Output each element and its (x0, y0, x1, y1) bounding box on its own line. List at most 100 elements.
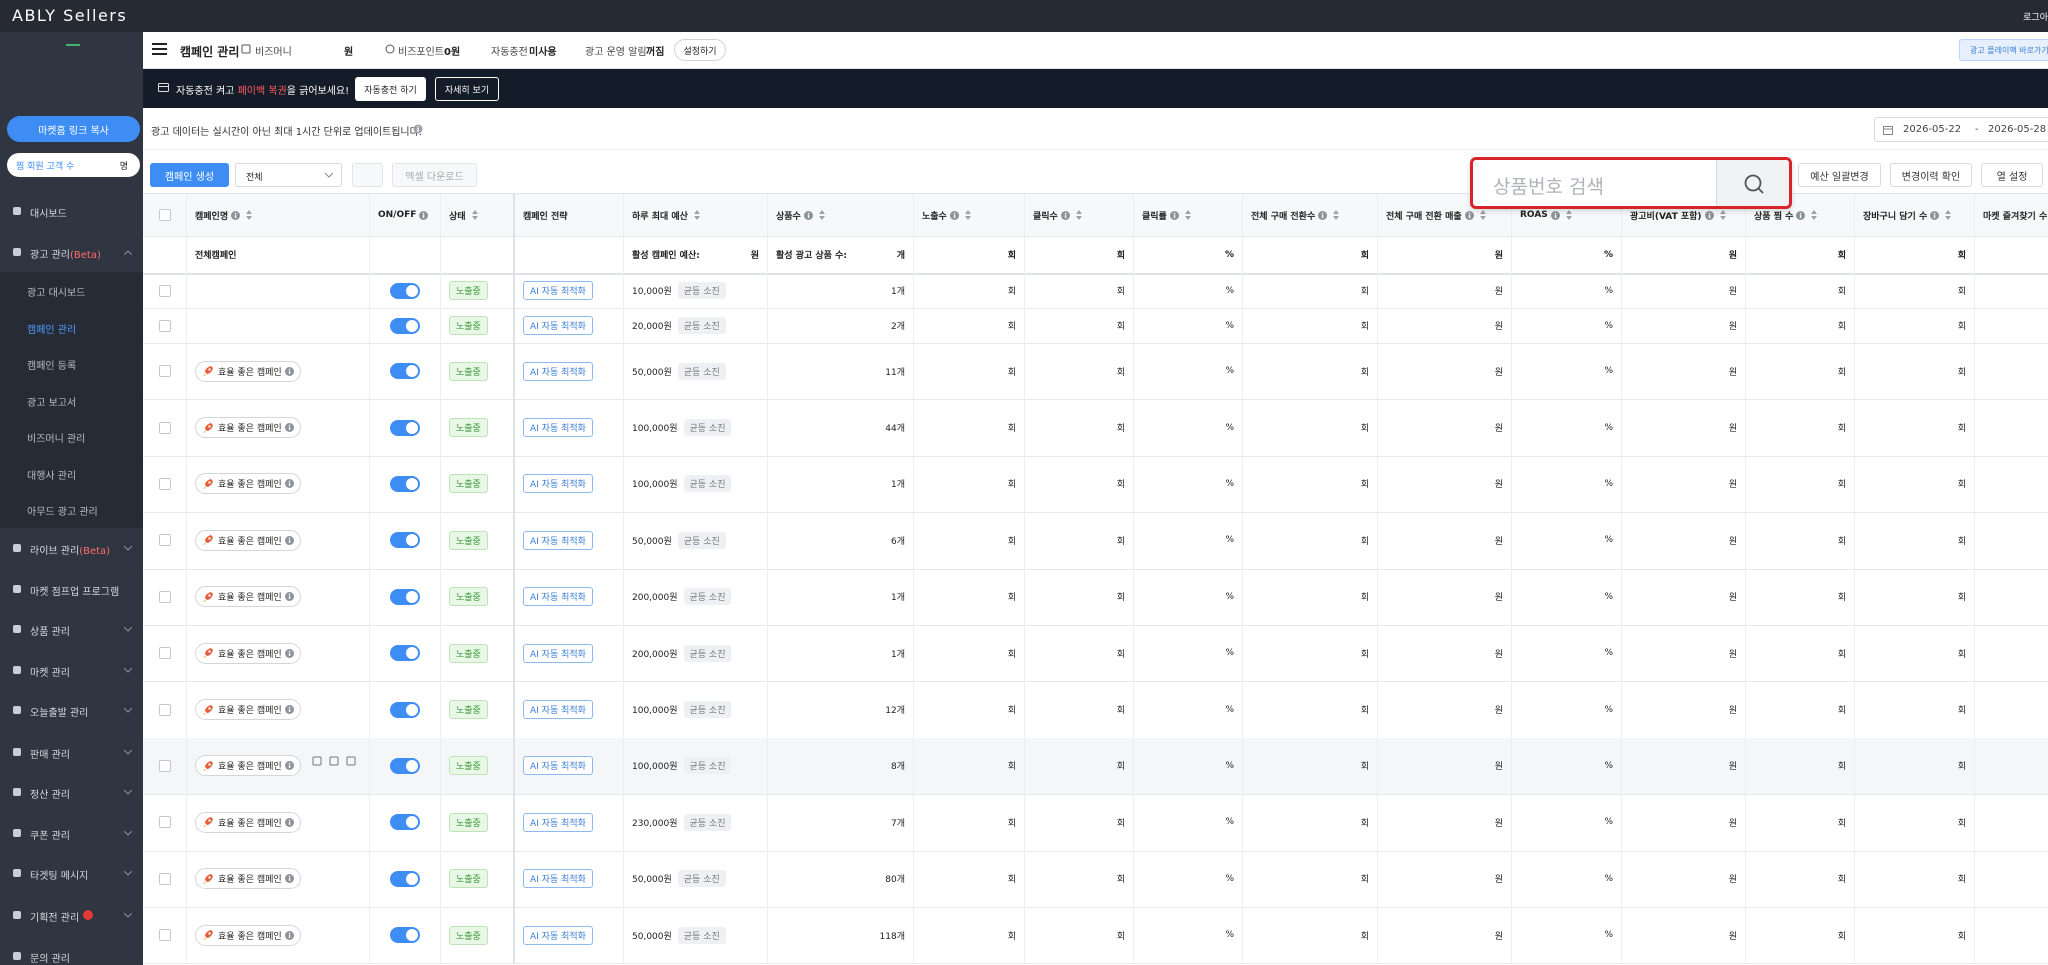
checkbox[interactable] (158, 209, 171, 221)
campaign-name-pill[interactable]: 효율 좋은 캠페인 (195, 755, 301, 777)
table-cell: 원 (1378, 625, 1512, 682)
detail-button[interactable]: 자세히 보기 (435, 77, 499, 101)
menu-item[interactable]: 기획전 관리 (0, 906, 143, 924)
new-badge (83, 910, 93, 920)
checkbox[interactable] (158, 872, 171, 885)
on-off-toggle[interactable] (390, 282, 420, 299)
submenu-item[interactable]: 캠페인 등록 (27, 361, 77, 372)
checkbox[interactable] (158, 534, 171, 547)
submenu-item[interactable]: 비즈머니 관리 (27, 434, 86, 445)
logout-link[interactable]: 로그아 (2023, 13, 2048, 23)
on-off-toggle[interactable] (390, 645, 420, 662)
table-cell (187, 308, 370, 343)
table-cell: 회 (1243, 308, 1378, 343)
column-header[interactable]: 클릭률 (1142, 211, 1167, 222)
on-off-toggle[interactable] (390, 532, 420, 549)
product-count: 1개 (890, 287, 905, 297)
column-header[interactable]: 노출수 (922, 211, 947, 222)
campaign-name-pill[interactable]: 효율 좋은 캠페인 (195, 868, 301, 890)
on-off-toggle[interactable] (390, 870, 420, 887)
menu-item[interactable]: 마켓 점프업 프로그램 (0, 580, 143, 598)
on-off-toggle[interactable] (390, 363, 420, 380)
menu-icon[interactable] (152, 43, 167, 56)
menu-item[interactable]: 판매 관리 (0, 743, 143, 761)
column-header[interactable]: 상품 찜 수 (1754, 211, 1794, 222)
column-settings-button[interactable]: 열 설정 (1981, 163, 2043, 187)
campaign-name-pill[interactable]: 효율 좋은 캠페인 (195, 811, 301, 833)
info-icon[interactable] (413, 124, 423, 134)
brand[interactable]: ABLY Sellers (12, 6, 128, 25)
menu-item[interactable]: 상품 관리 (0, 620, 143, 638)
on-off-toggle[interactable] (390, 588, 420, 605)
search-button[interactable] (1716, 160, 1789, 206)
table-cell: % (1512, 625, 1622, 682)
checkbox[interactable] (158, 647, 171, 660)
submenu-item[interactable]: 아무드 광고 관리 (27, 507, 98, 518)
checkbox[interactable] (158, 284, 171, 297)
column-header[interactable]: 마켓 즐겨찾기 수 (1983, 211, 2048, 222)
column-header[interactable]: 상품수 (776, 211, 801, 222)
date-range[interactable]: 2026-05-22 - 2026-05-28 (1874, 117, 2048, 142)
on-off-toggle[interactable] (390, 814, 420, 831)
on-off-toggle[interactable] (390, 701, 420, 718)
checkbox[interactable] (158, 816, 171, 829)
campaign-name-pill[interactable]: 효율 좋은 캠페인 (195, 473, 301, 495)
menu-item[interactable]: 대시보드 (0, 202, 143, 220)
column-header[interactable]: 상태 (449, 211, 466, 222)
column-header[interactable]: 장바구니 담기 수 (1863, 211, 1928, 222)
column-header[interactable]: 전체 구매 전환수 (1251, 211, 1316, 222)
history-button[interactable]: 변경이력 확인 (1890, 163, 1972, 187)
campaign-name-pill[interactable]: 효율 좋은 캠페인 (195, 699, 301, 721)
campaign-name-pill[interactable]: 효율 좋은 캠페인 (195, 924, 301, 946)
on-off-toggle[interactable] (390, 317, 420, 334)
metric-unit: % (1225, 422, 1234, 433)
menu-item[interactable]: 광고 관리(Beta) (0, 243, 143, 261)
menu-item[interactable]: 쿠폰 관리 (0, 824, 143, 842)
submenu-item[interactable]: 캠페인 관리 (27, 325, 77, 336)
checkbox[interactable] (158, 703, 171, 716)
on-off-toggle[interactable] (390, 419, 420, 436)
menu-item[interactable]: 문의 관리 (0, 947, 143, 965)
column-header[interactable]: 전체 구매 전환 매출 (1386, 211, 1462, 222)
excel-download-button[interactable]: 엑셀 다운로드 (392, 163, 477, 187)
campaign-name-pill[interactable]: 효율 좋은 캠페인 (195, 360, 301, 382)
menu-item[interactable]: 정산 관리 (0, 783, 143, 801)
campaign-name-pill[interactable]: 효율 좋은 캠페인 (195, 642, 301, 664)
menu-item[interactable]: 라이브 관리(Beta) (0, 539, 143, 557)
checkbox[interactable] (158, 319, 171, 332)
column-header[interactable]: 클릭수 (1033, 211, 1058, 222)
column-header[interactable]: 광고비(VAT 포함) (1630, 211, 1702, 222)
submenu-item[interactable]: 대행사 관리 (27, 471, 77, 482)
checkbox[interactable] (158, 929, 171, 942)
on-off-toggle[interactable] (390, 757, 420, 774)
settings-button[interactable]: 설정하기 (674, 39, 726, 61)
menu-item[interactable]: 타겟팅 메시지 (0, 864, 143, 882)
on-off-toggle[interactable] (390, 927, 420, 944)
column-header[interactable]: 캠페인명 (195, 211, 229, 222)
checkbox[interactable] (158, 365, 171, 378)
checkbox[interactable] (158, 421, 171, 434)
submenu-item[interactable]: 광고 대시보드 (27, 288, 86, 299)
campaign-name-pill[interactable]: 효율 좋은 캠페인 (195, 417, 301, 439)
autocharge-button[interactable]: 자동충전 하기 (355, 77, 426, 101)
playpack-link[interactable]: 광고 플레이팩 바로가기 (1959, 39, 2048, 61)
filter-select[interactable]: 전체 (235, 163, 342, 187)
menu-icon (13, 911, 21, 919)
campaign-name-pill[interactable]: 효율 좋은 캠페인 (195, 586, 301, 608)
checkbox[interactable] (158, 477, 171, 490)
menu-item[interactable]: 오늘출발 관리 (0, 701, 143, 719)
submenu-item[interactable]: 광고 보고서 (27, 398, 77, 409)
column-header[interactable]: ROAS (1520, 210, 1548, 220)
budget-bulk-button[interactable]: 예산 일괄변경 (1798, 163, 1881, 187)
on-off-toggle[interactable] (390, 475, 420, 492)
link-copy-button[interactable]: 마켓홈 링크 복사 (7, 116, 140, 142)
campaign-name-pill[interactable]: 효율 좋은 캠페인 (195, 529, 301, 551)
checkbox[interactable] (158, 759, 171, 772)
column-header[interactable]: 하루 최대 예산 (632, 211, 688, 222)
menu-item[interactable]: 마켓 관리 (0, 661, 143, 679)
checkbox[interactable] (158, 590, 171, 603)
delete-button[interactable] (352, 163, 383, 187)
product-search[interactable]: 상품번호 검색 (1470, 157, 1792, 209)
create-campaign-button[interactable]: 캠페인 생성 (150, 163, 229, 187)
table-cell: % (1134, 273, 1243, 308)
